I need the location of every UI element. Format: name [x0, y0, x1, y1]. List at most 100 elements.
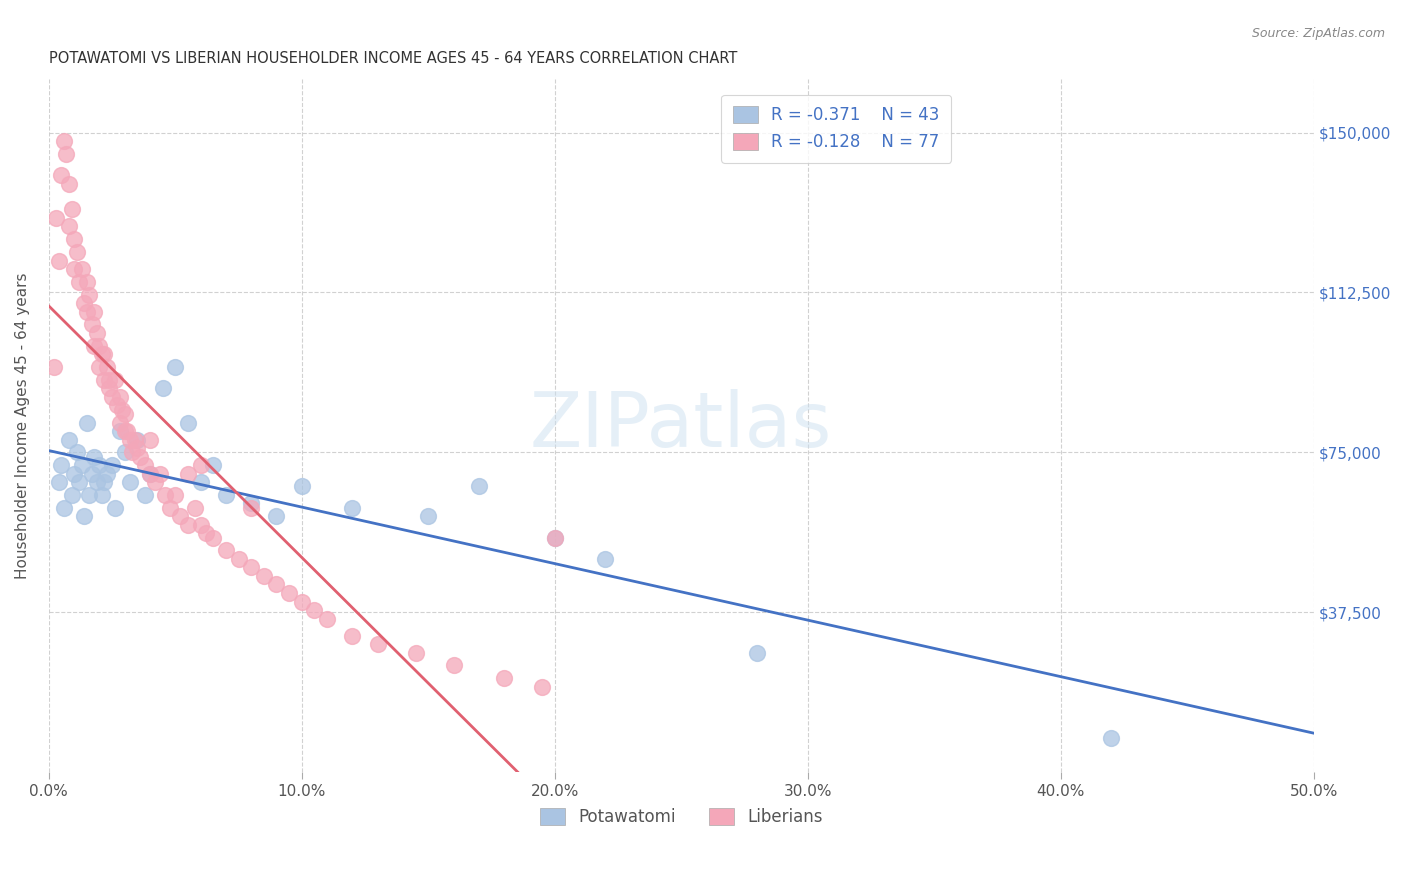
Point — [494, 671, 516, 685]
Point — [108, 390, 131, 404]
Point — [121, 445, 143, 459]
Point — [63, 232, 86, 246]
Point — [76, 304, 98, 318]
Point — [90, 488, 112, 502]
Point — [105, 399, 128, 413]
Point — [240, 500, 263, 515]
Point — [139, 467, 162, 481]
Point — [1099, 731, 1122, 745]
Point — [96, 467, 118, 481]
Point — [128, 450, 150, 464]
Text: ZIPatlas: ZIPatlas — [530, 389, 832, 463]
Point — [215, 543, 238, 558]
Point — [595, 552, 617, 566]
Point — [83, 450, 105, 464]
Point — [83, 339, 105, 353]
Point — [63, 467, 86, 481]
Point — [80, 467, 103, 481]
Point — [149, 467, 172, 481]
Point — [70, 262, 93, 277]
Point — [143, 475, 166, 490]
Point — [159, 500, 181, 515]
Point — [80, 318, 103, 332]
Point — [51, 168, 73, 182]
Point — [83, 304, 105, 318]
Point — [52, 500, 75, 515]
Point — [165, 488, 187, 502]
Point — [291, 479, 314, 493]
Text: Source: ZipAtlas.com: Source: ZipAtlas.com — [1251, 27, 1385, 40]
Point — [76, 416, 98, 430]
Point — [114, 407, 136, 421]
Point — [228, 552, 250, 566]
Point — [190, 475, 212, 490]
Point — [93, 347, 115, 361]
Point — [240, 496, 263, 510]
Point — [202, 531, 225, 545]
Point — [103, 500, 125, 515]
Point — [70, 458, 93, 472]
Point — [48, 475, 70, 490]
Y-axis label: Householder Income Ages 45 - 64 years: Householder Income Ages 45 - 64 years — [15, 272, 30, 579]
Point — [134, 488, 156, 502]
Point — [65, 445, 87, 459]
Point — [90, 347, 112, 361]
Point — [127, 441, 149, 455]
Point — [98, 373, 121, 387]
Point — [169, 509, 191, 524]
Point — [55, 147, 77, 161]
Point — [531, 680, 554, 694]
Point — [177, 467, 200, 481]
Point — [266, 509, 288, 524]
Point — [544, 531, 567, 545]
Point — [266, 577, 288, 591]
Point — [304, 603, 326, 617]
Point — [86, 475, 108, 490]
Point — [86, 326, 108, 340]
Point — [194, 526, 217, 541]
Point — [253, 569, 276, 583]
Legend: Potawatomi, Liberians: Potawatomi, Liberians — [533, 802, 830, 833]
Point — [443, 658, 465, 673]
Point — [58, 219, 80, 234]
Point — [101, 458, 124, 472]
Point — [124, 433, 146, 447]
Point — [77, 287, 100, 301]
Point — [165, 360, 187, 375]
Point — [153, 488, 176, 502]
Point — [76, 275, 98, 289]
Point — [152, 381, 174, 395]
Point — [291, 594, 314, 608]
Point — [118, 433, 141, 447]
Point — [111, 402, 134, 417]
Point — [58, 433, 80, 447]
Point — [134, 458, 156, 472]
Point — [342, 629, 364, 643]
Point — [42, 360, 65, 375]
Point — [544, 531, 567, 545]
Point — [108, 424, 131, 438]
Point — [101, 390, 124, 404]
Point — [67, 275, 90, 289]
Point — [418, 509, 440, 524]
Point — [77, 488, 100, 502]
Point — [190, 458, 212, 472]
Point — [405, 646, 427, 660]
Point — [60, 488, 83, 502]
Point — [114, 424, 136, 438]
Point — [63, 262, 86, 277]
Point — [89, 458, 111, 472]
Point — [98, 381, 121, 395]
Point — [127, 433, 149, 447]
Point — [747, 646, 769, 660]
Point — [52, 134, 75, 148]
Point — [48, 253, 70, 268]
Point — [103, 373, 125, 387]
Point — [177, 517, 200, 532]
Point — [89, 339, 111, 353]
Point — [468, 479, 491, 493]
Point — [93, 475, 115, 490]
Point — [342, 500, 364, 515]
Point — [177, 416, 200, 430]
Point — [65, 244, 87, 259]
